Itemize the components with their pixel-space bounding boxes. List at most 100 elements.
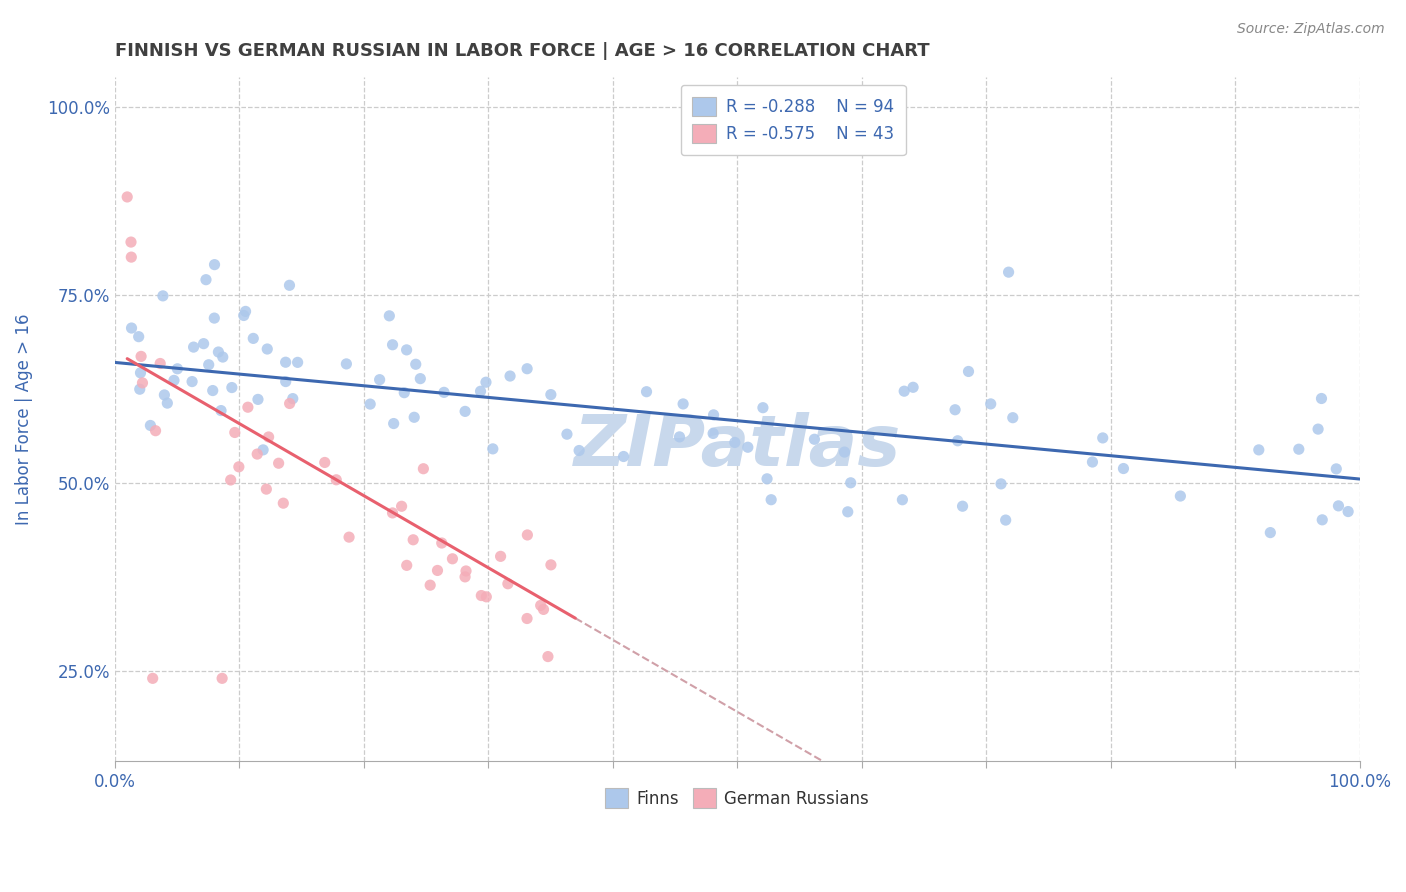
Point — [391, 500, 413, 514]
Point — [893, 384, 915, 399]
Point — [1288, 442, 1310, 457]
Point — [273, 496, 295, 510]
Point — [395, 343, 418, 357]
Point — [537, 649, 560, 664]
Point — [381, 337, 404, 351]
Point — [232, 309, 254, 323]
Point — [516, 611, 538, 625]
Point — [1112, 461, 1135, 475]
Point — [470, 589, 492, 603]
Point — [404, 410, 426, 425]
Point — [395, 558, 418, 573]
Point — [702, 426, 724, 441]
Point — [499, 369, 522, 384]
Point — [839, 475, 862, 490]
Point — [1337, 504, 1360, 518]
Point — [1001, 410, 1024, 425]
Point — [475, 375, 498, 389]
Point — [568, 443, 591, 458]
Point — [636, 384, 658, 399]
Point — [1091, 431, 1114, 445]
Point — [394, 385, 416, 400]
Point — [121, 321, 143, 335]
Point — [533, 602, 555, 616]
Legend: Finns, German Russians: Finns, German Russians — [599, 781, 876, 814]
Point — [278, 396, 301, 410]
Point — [891, 492, 914, 507]
Point — [454, 564, 477, 578]
Point — [274, 375, 297, 389]
Point — [193, 336, 215, 351]
Point — [470, 384, 492, 399]
Point — [454, 404, 477, 418]
Point — [1260, 525, 1282, 540]
Point — [359, 397, 381, 411]
Point — [1310, 513, 1333, 527]
Point — [287, 355, 309, 369]
Point — [990, 476, 1012, 491]
Point — [274, 355, 297, 369]
Point — [197, 358, 219, 372]
Point — [152, 289, 174, 303]
Point — [1327, 499, 1350, 513]
Point — [149, 356, 172, 370]
Point — [419, 578, 441, 592]
Point — [952, 500, 974, 514]
Point — [997, 265, 1019, 279]
Point — [378, 309, 401, 323]
Point — [489, 549, 512, 564]
Point — [516, 361, 538, 376]
Point — [555, 427, 578, 442]
Point — [278, 278, 301, 293]
Point — [946, 434, 969, 448]
Point — [382, 417, 405, 431]
Point — [1247, 442, 1270, 457]
Text: FINNISH VS GERMAN RUSSIAN IN LABOR FORCE | AGE > 16 CORRELATION CHART: FINNISH VS GERMAN RUSSIAN IN LABOR FORCE… — [115, 42, 929, 60]
Point — [668, 430, 690, 444]
Point — [142, 671, 165, 685]
Point — [195, 273, 218, 287]
Point — [943, 402, 966, 417]
Point — [131, 376, 153, 390]
Point — [211, 350, 233, 364]
Point — [994, 513, 1017, 527]
Point — [540, 387, 562, 401]
Point — [530, 599, 553, 613]
Point — [957, 364, 980, 378]
Point — [120, 250, 142, 264]
Point — [120, 235, 142, 249]
Point — [246, 447, 269, 461]
Point — [281, 392, 304, 406]
Point — [115, 190, 138, 204]
Point — [1310, 392, 1333, 406]
Point — [211, 671, 233, 685]
Point — [426, 564, 449, 578]
Point — [368, 373, 391, 387]
Point — [314, 455, 336, 469]
Point — [139, 418, 162, 433]
Point — [335, 357, 357, 371]
Point — [163, 373, 186, 387]
Point — [129, 350, 152, 364]
Point — [737, 440, 759, 454]
Point — [409, 371, 432, 385]
Point — [181, 375, 204, 389]
Point — [441, 551, 464, 566]
Point — [430, 536, 453, 550]
Point — [337, 530, 360, 544]
Point — [224, 425, 246, 440]
Point — [166, 361, 188, 376]
Point — [128, 329, 150, 343]
Point — [759, 492, 782, 507]
Point — [672, 397, 695, 411]
Point — [246, 392, 269, 407]
Point — [540, 558, 562, 572]
Point — [235, 304, 257, 318]
Point — [252, 442, 274, 457]
Point — [433, 385, 456, 400]
Point — [256, 342, 278, 356]
Point — [219, 473, 242, 487]
Point — [381, 506, 404, 520]
Point — [454, 570, 477, 584]
Point — [834, 445, 856, 459]
